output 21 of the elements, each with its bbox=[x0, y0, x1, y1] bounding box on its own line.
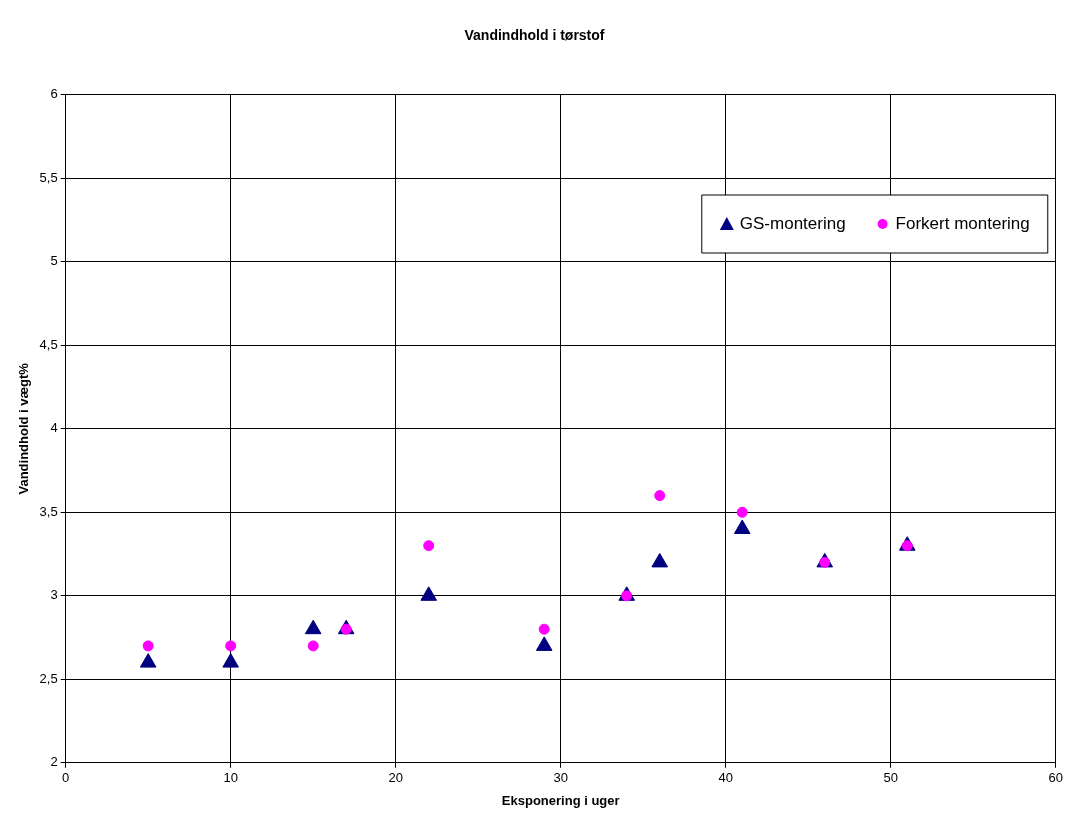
x-tick-label: 40 bbox=[718, 770, 733, 786]
x-tick-label: 60 bbox=[1048, 770, 1063, 786]
legend-label: GS-montering bbox=[739, 213, 846, 233]
y-tick-label: 6 bbox=[50, 86, 58, 102]
y-tick-label: 4 bbox=[50, 420, 58, 436]
y-axis-title: Vandindhold i vægt% bbox=[16, 362, 32, 495]
y-tick-label: 2,5 bbox=[39, 670, 58, 686]
y-tick-label: 2 bbox=[50, 754, 58, 770]
x-tick-label: 0 bbox=[62, 770, 70, 786]
y-tick-label: 4,5 bbox=[39, 336, 58, 352]
legend-label: Forkert montering bbox=[895, 213, 1030, 233]
y-tick-label: 5 bbox=[50, 253, 58, 269]
x-tick-label: 20 bbox=[388, 770, 403, 786]
x-tick-label: 10 bbox=[223, 770, 238, 786]
y-tick-label: 5,5 bbox=[39, 169, 58, 185]
x-axis-title: Eksponering i uger bbox=[501, 792, 620, 808]
chart-title: Vandindhold i tørstof bbox=[464, 27, 605, 44]
y-tick-label: 3,5 bbox=[39, 503, 58, 519]
y-tick-label: 3 bbox=[50, 587, 58, 603]
x-tick-label: 50 bbox=[883, 770, 898, 786]
x-tick-label: 30 bbox=[553, 770, 568, 786]
